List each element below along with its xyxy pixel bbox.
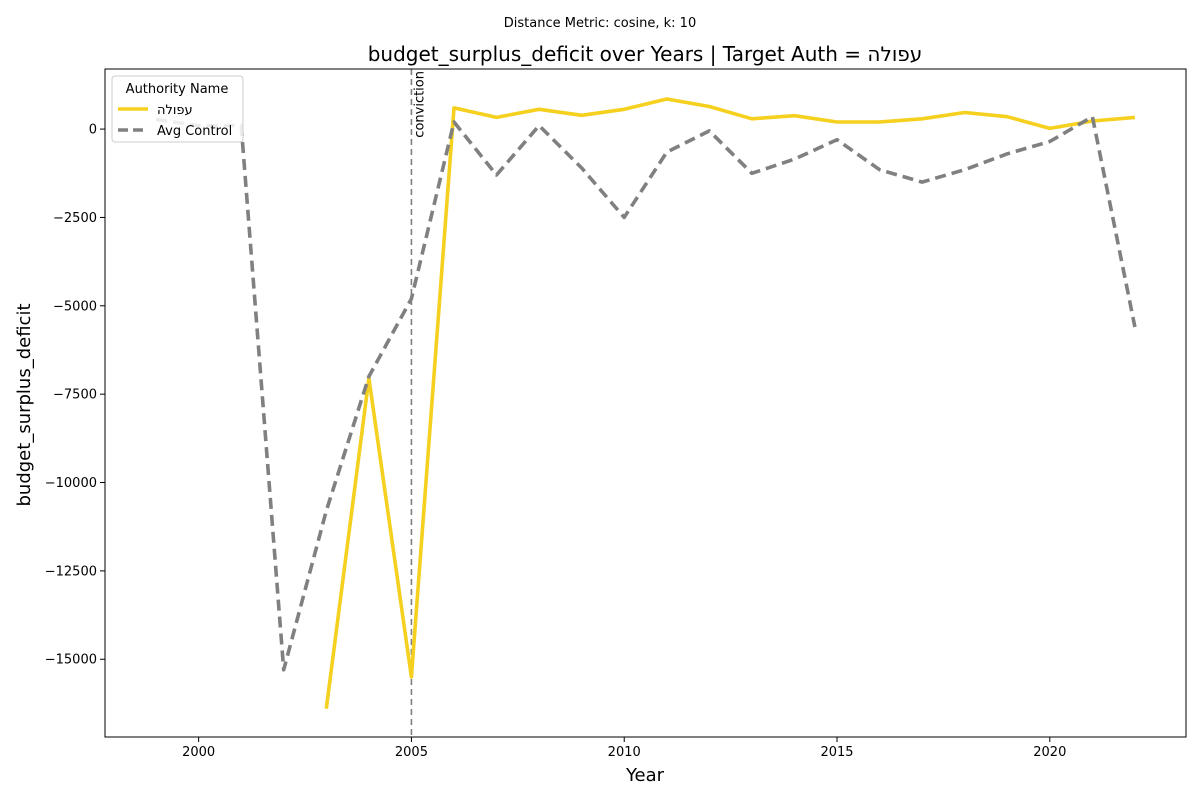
series-line-target: [324, 97, 1136, 709]
series-line-avg-control: [155, 114, 1137, 672]
legend-label-avg-control: Avg Control: [157, 124, 232, 139]
y-tick-label: 0: [89, 123, 97, 138]
x-tick-label: 2005: [395, 745, 428, 760]
y-axis-label: budget_surplus_deficit: [14, 303, 35, 506]
x-axis-label: Year: [625, 765, 665, 786]
chart-subtitle: Distance Metric: cosine, k: 10: [504, 16, 696, 31]
annotation-label: conviction: [412, 71, 427, 138]
legend-label-target: עפולה: [157, 103, 193, 118]
x-tick-label: 2015: [820, 745, 853, 760]
chart-title: budget_surplus_deficit over Years | Targ…: [368, 42, 923, 66]
y-tick-label: −15000: [45, 653, 97, 668]
plot-frame: [104, 68, 1187, 738]
x-tick-label: 2000: [182, 745, 215, 760]
y-tick-label: −12500: [45, 564, 97, 579]
legend-title: Authority Name: [126, 82, 229, 97]
legend-box: [111, 75, 244, 143]
y-tick-label: −2500: [53, 211, 97, 226]
y-tick-label: −5000: [53, 299, 97, 314]
y-axis: 0 −2500 −5000 −7500 −10000 −12500 −15000: [45, 123, 105, 668]
x-axis: 2000 2005 2010 2015 2020: [182, 737, 1066, 760]
plot-area: conviction: [104, 68, 1187, 738]
y-tick-label: −10000: [45, 476, 97, 491]
legend: Authority Name עפולה Avg Control: [111, 75, 244, 143]
y-tick-label: −7500: [53, 388, 97, 403]
x-tick-label: 2020: [1033, 745, 1066, 760]
x-tick-label: 2010: [608, 745, 641, 760]
